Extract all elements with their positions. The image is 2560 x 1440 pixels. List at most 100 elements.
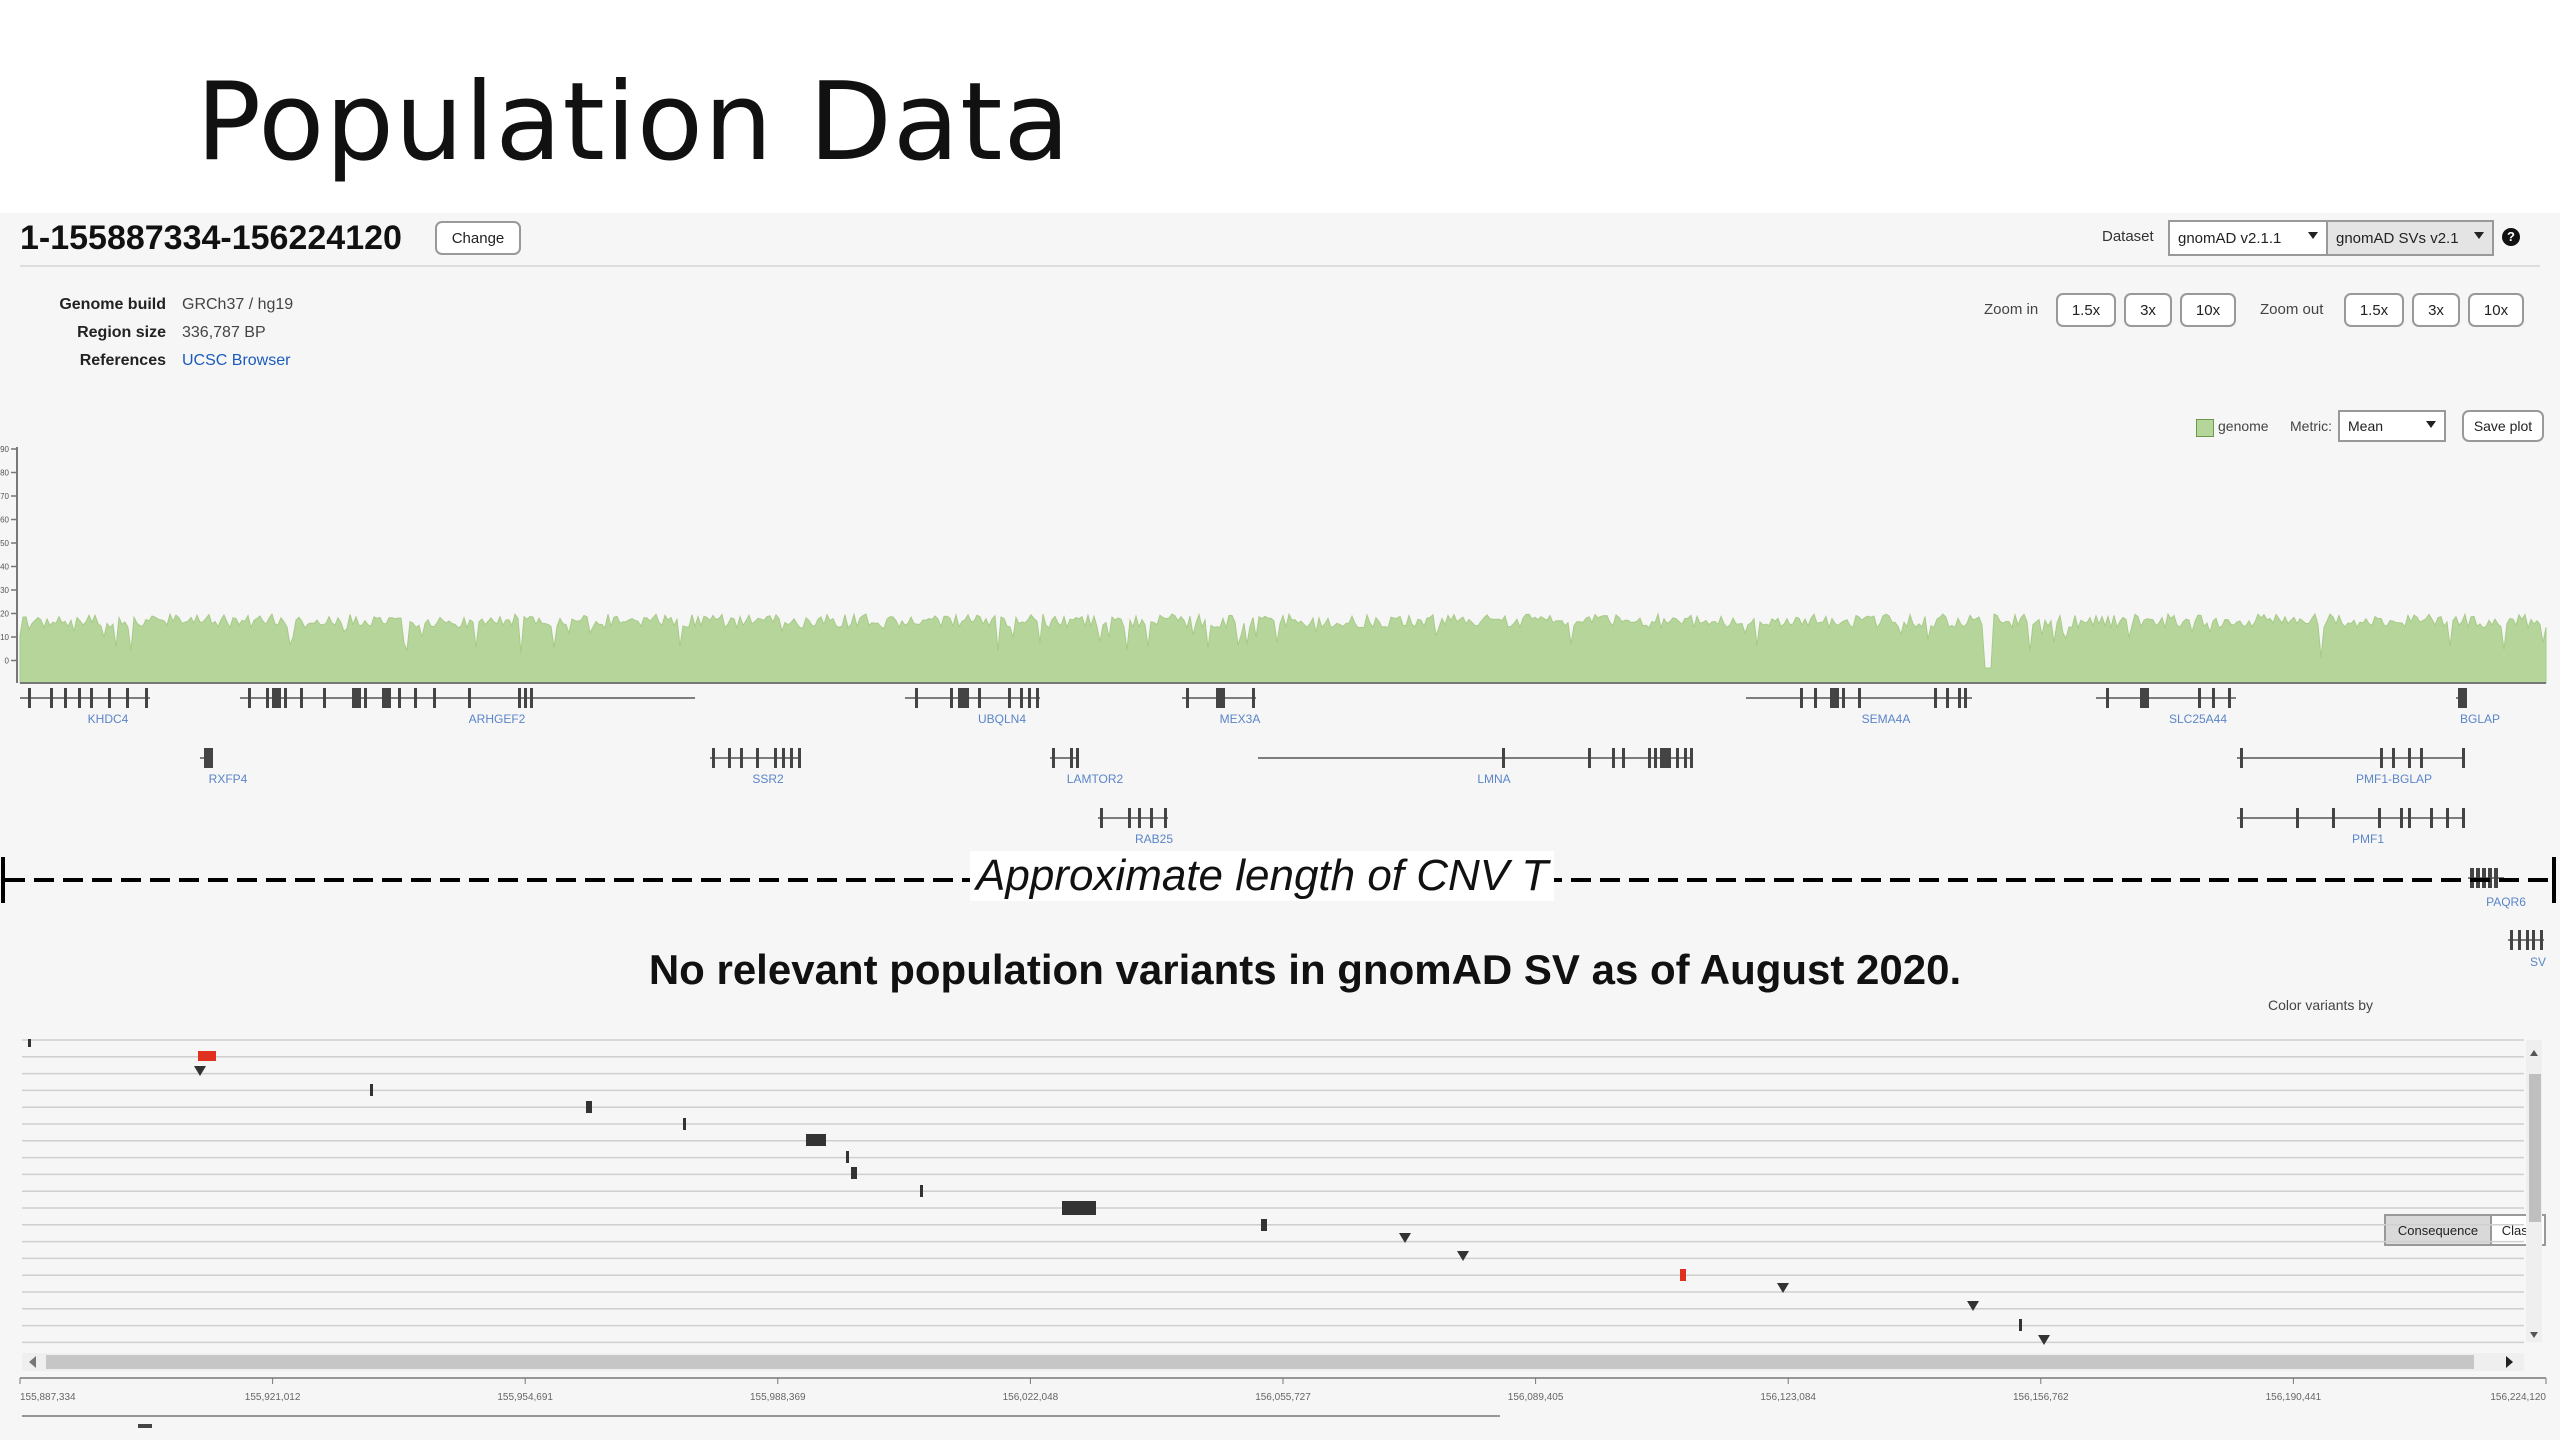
- x-axis-tick-label: 156,022,048: [1003, 1392, 1059, 1403]
- gene-khdc4[interactable]: KHDC4: [20, 688, 150, 726]
- gene-label[interactable]: SV: [2530, 955, 2546, 969]
- variant-mark[interactable]: [846, 1151, 849, 1163]
- variant-mark[interactable]: [683, 1118, 686, 1130]
- gene-lmna[interactable]: LMNA: [1258, 748, 1693, 786]
- gene-exon: [2408, 808, 2411, 828]
- variant-mark[interactable]: [1680, 1269, 1686, 1281]
- metric-select[interactable]: Mean: [2338, 410, 2446, 442]
- variant-triangle[interactable]: [1399, 1233, 1411, 1243]
- gene-label[interactable]: RXFP4: [209, 772, 248, 786]
- gene-ubqln4[interactable]: UBQLN4: [905, 688, 1040, 726]
- zoom-out-1-5x-button[interactable]: 1.5x: [2344, 293, 2404, 327]
- x-axis-tick-label: 156,190,441: [2266, 1392, 2322, 1403]
- scroll-up-icon[interactable]: [2530, 1050, 2538, 1056]
- gene-lamtor2[interactable]: LAMTOR2: [1050, 748, 1124, 786]
- gene-exon: [1164, 808, 1167, 828]
- variant-mark[interactable]: [806, 1134, 826, 1146]
- gene-pmf1[interactable]: PMF1: [2237, 808, 2465, 846]
- dataset-select-svs[interactable]: gnomAD SVs v2.1: [2326, 220, 2494, 256]
- gene-label[interactable]: PMF1-BGLAP: [2356, 772, 2432, 786]
- gene-exon: [1622, 748, 1625, 768]
- gene-exon: [2332, 808, 2335, 828]
- variant-mark[interactable]: [370, 1084, 373, 1096]
- gene-bglap[interactable]: BGLAP: [2456, 688, 2500, 726]
- header-divider: [20, 265, 2540, 267]
- gene-exon: [728, 748, 731, 768]
- variant-mark[interactable]: [586, 1101, 592, 1113]
- gene-label[interactable]: UBQLN4: [978, 712, 1026, 726]
- gene-exon: [1036, 688, 1039, 708]
- gene-exon: [1252, 688, 1255, 708]
- zoom-in-1-5x-button[interactable]: 1.5x: [2056, 293, 2116, 327]
- scroll-left-icon[interactable]: [29, 1356, 36, 1368]
- variant-mark[interactable]: [28, 1039, 31, 1047]
- variant-mark[interactable]: [2019, 1319, 2022, 1331]
- gene-label[interactable]: ARHGEF2: [469, 712, 526, 726]
- save-plot-button[interactable]: Save plot: [2462, 410, 2544, 442]
- variant-triangle[interactable]: [1777, 1283, 1789, 1293]
- scroll-down-icon[interactable]: [2530, 1332, 2538, 1338]
- gene-label[interactable]: SSR2: [752, 772, 784, 786]
- chevron-down-icon: [2308, 232, 2318, 239]
- gene-label[interactable]: KHDC4: [88, 712, 129, 726]
- gene-exon: [2510, 930, 2513, 950]
- zoom-in-10x-button[interactable]: 10x: [2180, 293, 2236, 327]
- gene-exon: [1220, 688, 1223, 708]
- gene-label[interactable]: RAB25: [1135, 832, 1173, 846]
- gene-mex3a[interactable]: MEX3A: [1182, 688, 1260, 726]
- gene-label[interactable]: PAQR6: [2486, 895, 2526, 909]
- scroll-right-icon[interactable]: [2506, 1356, 2513, 1368]
- gene-exon: [2462, 748, 2465, 768]
- variant-vscroll-thumb[interactable]: [2529, 1074, 2541, 1222]
- variant-mark[interactable]: [1062, 1201, 1096, 1215]
- variant-mark[interactable]: [198, 1051, 216, 1061]
- gene-arhgef2[interactable]: ARHGEF2: [240, 688, 695, 726]
- variant-track: [22, 1039, 2542, 1371]
- gene-rxfp4[interactable]: RXFP4: [200, 748, 248, 786]
- dataset-select-v2[interactable]: gnomAD v2.1.1: [2168, 220, 2328, 256]
- gene-exon: [248, 688, 251, 708]
- metric-select-value: Mean: [2348, 418, 2384, 434]
- gene-label[interactable]: SLC25A44: [2169, 712, 2227, 726]
- gene-pmf1-bglap[interactable]: PMF1-BGLAP: [2237, 748, 2465, 786]
- y-axis-tick-label: 40: [0, 563, 9, 572]
- y-axis-tick-label: 60: [0, 516, 9, 525]
- legend-swatch[interactable]: [2196, 419, 2214, 437]
- variant-hscroll-thumb[interactable]: [46, 1355, 2474, 1369]
- gene-sema4a[interactable]: SEMA4A: [1746, 688, 1972, 726]
- gene-label[interactable]: LMNA: [1477, 772, 1510, 786]
- variant-triangle[interactable]: [1457, 1251, 1469, 1261]
- gene-exon: [1958, 688, 1961, 708]
- gene-ssr2[interactable]: SSR2: [710, 748, 801, 786]
- color-by-consequence-button[interactable]: Consequence: [2384, 1214, 2492, 1246]
- gene-rab25[interactable]: RAB25: [1098, 808, 1173, 846]
- gene-slc25a44[interactable]: SLC25A44: [2096, 688, 2236, 726]
- gene-label[interactable]: LAMTOR2: [1067, 772, 1124, 786]
- ucsc-browser-link[interactable]: UCSC Browser: [182, 352, 291, 369]
- y-axis-tick-label: 70: [0, 492, 9, 501]
- gene-exon: [352, 688, 361, 708]
- variant-mark[interactable]: [920, 1185, 923, 1197]
- zoom-out-3x-button[interactable]: 3x: [2412, 293, 2460, 327]
- gnomad-region-panel: 1-155887334-156224120 Change Dataset gno…: [0, 213, 2560, 1440]
- variant-mark[interactable]: [1261, 1219, 1267, 1231]
- gene-sv[interactable]: SV: [2508, 930, 2546, 969]
- gene-exon: [278, 688, 281, 708]
- variant-triangle[interactable]: [194, 1066, 206, 1076]
- variant-triangle[interactable]: [1967, 1301, 1979, 1311]
- change-region-button[interactable]: Change: [435, 221, 521, 255]
- gene-exon: [364, 688, 367, 708]
- gene-label[interactable]: MEX3A: [1220, 712, 1261, 726]
- zoom-in-3x-button[interactable]: 3x: [2124, 293, 2172, 327]
- gene-exon: [1588, 748, 1591, 768]
- gene-label[interactable]: BGLAP: [2460, 712, 2500, 726]
- variant-mark[interactable]: [851, 1167, 857, 1179]
- gene-exon: [90, 688, 93, 708]
- gene-label[interactable]: SEMA4A: [1862, 712, 1911, 726]
- help-icon[interactable]: ?: [2502, 228, 2520, 246]
- gene-exon: [272, 688, 281, 708]
- gene-label[interactable]: PMF1: [2352, 832, 2384, 846]
- variant-triangle[interactable]: [2038, 1335, 2050, 1345]
- cnv-caption: Approximate length of CNV T: [970, 851, 1555, 901]
- zoom-out-10x-button[interactable]: 10x: [2468, 293, 2524, 327]
